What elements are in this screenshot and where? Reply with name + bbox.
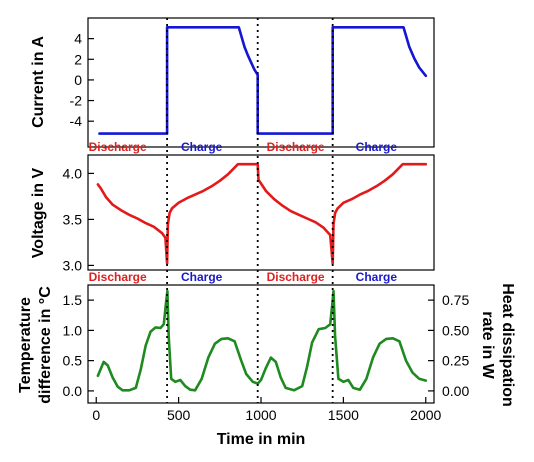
voltage-y-tick-label: 3.5: [63, 211, 83, 227]
current-phase-label-discharge: Discharge: [267, 140, 325, 154]
voltage-y-tick-label: 4.0: [63, 165, 83, 181]
temperature-y-tick-label: 0.5: [63, 353, 83, 369]
current-y-tick-label: 4: [74, 31, 82, 47]
time-x-tick-label: 0: [92, 407, 100, 423]
temperature-series-line: [96, 289, 428, 392]
current-y-ticks: 4 2 0 -2 -4: [70, 31, 94, 129]
temperature-series-group: [96, 289, 428, 392]
current-phase-label-charge: Charge: [181, 140, 223, 154]
voltage-y-tick-label: 3.0: [63, 257, 83, 273]
current-plot-frame: [87, 17, 435, 148]
phase-boundary-lines: [166, 18, 334, 403]
voltage-series-line: [96, 162, 428, 265]
temperature-y-tick-label: 0.0: [63, 383, 83, 399]
time-x-axis-label: Time in min: [217, 431, 306, 448]
voltage-phase-label-discharge: Discharge: [89, 270, 147, 284]
temperature-y-axis-label-line2: difference in °C: [37, 286, 54, 404]
time-x-tick-label: 500: [167, 407, 191, 423]
current-series-line: [98, 26, 428, 135]
current-y-tick-label: -2: [70, 93, 83, 109]
voltage-panel: Discharge Charge Discharge Charge 4.0 3.5 3.0…: [30, 154, 435, 284]
temperature-y-tick-label: 1.0: [63, 322, 83, 338]
voltage-y-ticks: 4.0 3.5 3.0: [63, 165, 94, 273]
current-y-axis-label: Current in A: [30, 36, 47, 128]
heat-y-tick-label: 0.50: [442, 322, 469, 338]
voltage-y-axis-label: Voltage in V: [30, 167, 47, 258]
temperature-y-tick-label: 1.5: [63, 292, 83, 308]
heat-y-tick-label: 0.75: [442, 292, 469, 308]
heat-y-axis-label-line2: rate in W: [479, 311, 496, 379]
temperature-plot-frame: [87, 284, 435, 404]
current-phase-labels: Discharge Charge Discharge Charge: [89, 140, 398, 154]
voltage-phase-label-charge: Charge: [356, 270, 398, 284]
temperature-panel: 1.5 1.0 0.5 0.0 0.75 0.50 0.25 0.00 0 500 1000 15…: [17, 283, 516, 448]
voltage-phase-label-charge: Charge: [181, 270, 223, 284]
heat-y-axis-label-line1: Heat dissipation: [499, 283, 516, 407]
voltage-phase-labels: Discharge Charge Discharge Charge: [89, 270, 398, 284]
current-series-group: [98, 26, 428, 135]
current-y-tick-label: 0: [74, 72, 82, 88]
time-x-ticks: 0 500 1000 1500 2000: [92, 397, 442, 423]
voltage-phase-label-discharge: Discharge: [267, 270, 325, 284]
temperature-y-axis-label-line1: Temperature: [17, 297, 34, 393]
voltage-series-group: [96, 162, 428, 265]
current-panel: Discharge Charge Discharge Charge 4 2 0 -2 -4 C…: [30, 17, 435, 154]
current-phase-label-discharge: Discharge: [89, 140, 147, 154]
heat-y-tick-label: 0.00: [442, 383, 469, 399]
time-x-tick-label: 1000: [245, 407, 276, 423]
current-phase-label-charge: Charge: [356, 140, 398, 154]
voltage-plot-frame: [87, 154, 435, 271]
heat-y-tick-label: 0.25: [442, 353, 469, 369]
heat-y-ticks: 0.75 0.50 0.25 0.00: [428, 292, 469, 399]
current-y-tick-label: 2: [74, 51, 82, 67]
temperature-y-ticks: 1.5 1.0 0.5 0.0: [63, 292, 94, 399]
time-x-tick-label: 2000: [410, 407, 441, 423]
current-y-tick-label: -4: [70, 113, 83, 129]
time-x-tick-label: 1500: [328, 407, 359, 423]
